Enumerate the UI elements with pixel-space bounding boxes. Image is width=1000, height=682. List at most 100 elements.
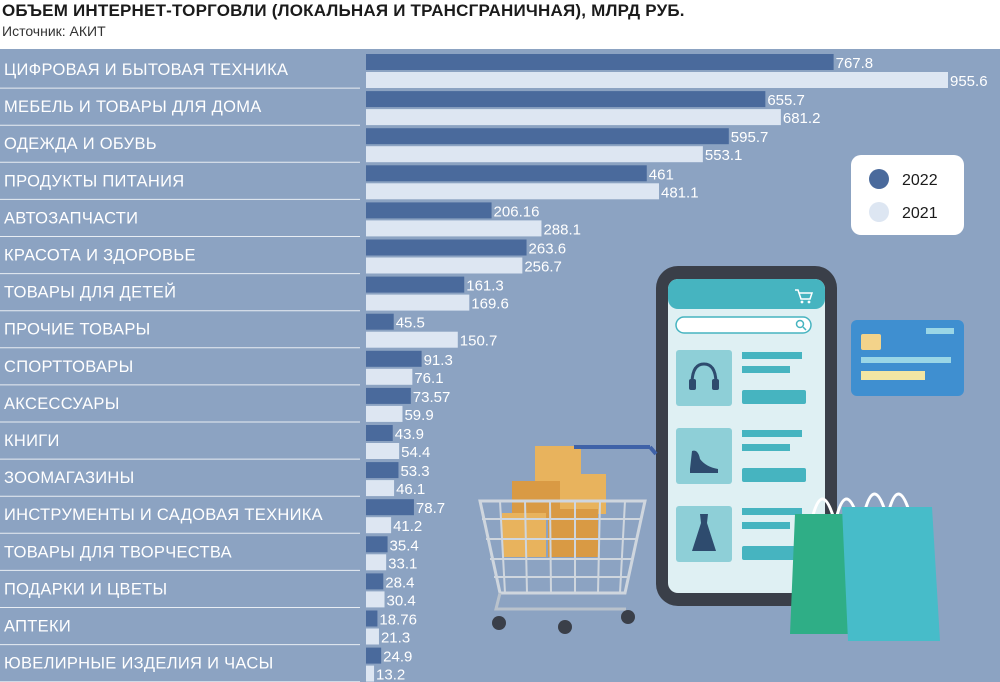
category-label-row-4: ПРОДУКТЫ ПИТАНИЯ xyxy=(4,172,184,190)
value-label-2021-row-14: 33.1 xyxy=(388,555,417,572)
value-label-2022-row-16: 18.76 xyxy=(379,612,417,629)
legend-marker-2021 xyxy=(869,202,889,222)
value-label-2021-row-4: 481.1 xyxy=(661,184,699,201)
chart-rows: ЦИФРОВАЯ И БЫТОВАЯ ТЕХНИКА 767.8 955.6 МЕБЕ… xyxy=(0,54,988,682)
bar-2022-row-1 xyxy=(366,54,834,70)
category-label-row-6: КРАСОТА И ЗДОРОВЬЕ xyxy=(4,247,196,265)
category-label-row-14: ТОВАРЫ ДЛЯ ТВОРЧЕСТВА xyxy=(4,543,232,561)
shoe-icon xyxy=(690,450,718,473)
bar-2021-row-16 xyxy=(366,628,379,645)
bar-chart: 2022 2021 ЦИФРОВАЯ И БЫТОВАЯ ТЕХНИКА 767.… xyxy=(0,49,1000,682)
dress-icon xyxy=(692,514,716,551)
value-label-2022-row-13: 78.7 xyxy=(416,500,445,517)
value-label-2021-row-2: 681.2 xyxy=(783,110,821,127)
category-label-row-13: ИНСТРУМЕНТЫ И САДОВАЯ ТЕХНИКА xyxy=(4,506,323,524)
value-label-2021-row-7: 169.6 xyxy=(471,296,509,313)
value-label-2021-row-15: 30.4 xyxy=(387,592,416,609)
category-label-row-17: ЮВЕЛИРНЫЕ ИЗДЕЛИЯ И ЧАСЫ xyxy=(4,655,273,673)
value-label-2021-row-9: 76.1 xyxy=(414,370,443,387)
bar-2021-row-7 xyxy=(366,294,470,311)
value-label-2021-row-1: 955.6 xyxy=(950,73,988,90)
category-label-row-11: КНИГИ xyxy=(4,432,60,450)
legend-marker-2022 xyxy=(869,169,889,189)
chart-title: ОБЪЕМ ИНТЕРНЕТ-ТОРГОВЛИ (ЛОКАЛЬНАЯ И ТРА… xyxy=(2,1,685,20)
chart-source: Источник: АКИТ xyxy=(2,23,106,39)
value-label-2022-row-4: 461 xyxy=(649,166,674,183)
bar-2022-row-11 xyxy=(366,425,393,441)
bar-2021-row-12 xyxy=(366,480,395,497)
value-label-2021-row-17: 13.2 xyxy=(376,667,405,682)
shopping-bags-illustration xyxy=(790,492,940,641)
category-label-row-5: АВТОЗАПЧАСТИ xyxy=(4,209,138,227)
bar-2022-row-17 xyxy=(366,647,382,664)
bar-2022-row-13 xyxy=(366,499,414,516)
value-label-2022-row-9: 91.3 xyxy=(424,352,453,369)
bar-2021-row-11 xyxy=(366,443,400,459)
bar-2022-row-12 xyxy=(366,462,399,479)
value-label-2021-row-3: 553.1 xyxy=(705,147,743,164)
bar-2021-row-1 xyxy=(366,72,948,88)
value-label-2022-row-3: 595.7 xyxy=(731,129,769,146)
value-label-2022-row-15: 28.4 xyxy=(385,574,414,591)
search-icon xyxy=(795,319,807,331)
bar-2022-row-7 xyxy=(366,276,465,293)
phone-header-bar xyxy=(668,279,825,309)
bar-2022-row-3 xyxy=(366,128,729,145)
bar-2021-row-8 xyxy=(366,331,458,348)
bar-2021-row-15 xyxy=(366,591,385,608)
value-label-2021-row-13: 41.2 xyxy=(393,518,422,535)
value-label-2022-row-14: 35.4 xyxy=(390,537,419,554)
bar-2022-row-5 xyxy=(366,202,492,219)
value-label-2022-row-8: 45.5 xyxy=(396,315,425,332)
category-label-row-8: ПРОЧИЕ ТОВАРЫ xyxy=(4,321,151,339)
bar-2022-row-16 xyxy=(366,610,378,627)
bar-2022-row-10 xyxy=(366,387,411,404)
legend-label-2022: 2022 xyxy=(902,172,938,189)
credit-card-icon xyxy=(851,320,964,396)
bar-2021-row-3 xyxy=(366,146,703,163)
value-label-2021-row-8: 150.7 xyxy=(460,333,498,350)
legend: 2022 2021 xyxy=(851,155,964,235)
bar-2022-row-4 xyxy=(366,165,647,182)
bar-2022-row-14 xyxy=(366,536,388,553)
product-tile-shoe xyxy=(676,428,732,484)
legend-label-2021: 2021 xyxy=(902,205,938,222)
value-label-2021-row-10: 59.9 xyxy=(404,407,433,424)
bar-2022-row-15 xyxy=(366,573,384,590)
bar-2021-row-2 xyxy=(366,109,781,126)
value-label-2022-row-12: 53.3 xyxy=(400,463,429,480)
shopping-cart-illustration xyxy=(478,445,658,634)
category-label-row-1: ЦИФРОВАЯ И БЫТОВАЯ ТЕХНИКА xyxy=(4,61,288,79)
value-label-2021-row-6: 256.7 xyxy=(524,259,562,276)
value-label-2022-row-6: 263.6 xyxy=(529,241,567,258)
smartphone-illustration xyxy=(656,266,837,606)
phone-search-field xyxy=(675,316,812,334)
value-label-2021-row-16: 21.3 xyxy=(381,630,410,647)
value-label-2022-row-1: 767.8 xyxy=(836,55,874,72)
legend-box xyxy=(851,155,964,235)
bar-2022-row-9 xyxy=(366,350,422,367)
bar-2021-row-9 xyxy=(366,368,413,385)
bar-2022-row-2 xyxy=(366,91,766,108)
category-label-row-2: МЕБЕЛЬ И ТОВАРЫ ДЛЯ ДОМА xyxy=(4,98,262,116)
bar-2021-row-6 xyxy=(366,257,523,274)
bar-2022-row-6 xyxy=(366,239,527,256)
bar-2021-row-4 xyxy=(366,183,660,200)
bar-2022-row-8 xyxy=(366,313,394,330)
category-label-row-15: ПОДАРКИ И ЦВЕТЫ xyxy=(4,580,167,598)
bar-2021-row-17 xyxy=(366,665,375,682)
product-tile-headphones xyxy=(676,350,732,406)
bar-2021-row-14 xyxy=(366,554,387,571)
category-label-row-10: АКСЕССУАРЫ xyxy=(4,395,120,413)
bar-2021-row-10 xyxy=(366,405,403,422)
bar-2021-row-5 xyxy=(366,220,542,237)
value-label-2021-row-5: 288.1 xyxy=(543,221,581,238)
category-label-row-12: ЗООМАГАЗИНЫ xyxy=(4,469,135,487)
bar-2021-row-13 xyxy=(366,517,392,534)
value-label-2022-row-5: 206.16 xyxy=(494,203,540,220)
category-label-row-9: СПОРТТОВАРЫ xyxy=(4,358,134,376)
value-label-2022-row-2: 655.7 xyxy=(767,92,805,109)
value-label-2022-row-11: 43.9 xyxy=(395,426,424,443)
shopping-cart-icon xyxy=(795,289,814,304)
value-label-2021-row-11: 54.4 xyxy=(401,444,430,461)
